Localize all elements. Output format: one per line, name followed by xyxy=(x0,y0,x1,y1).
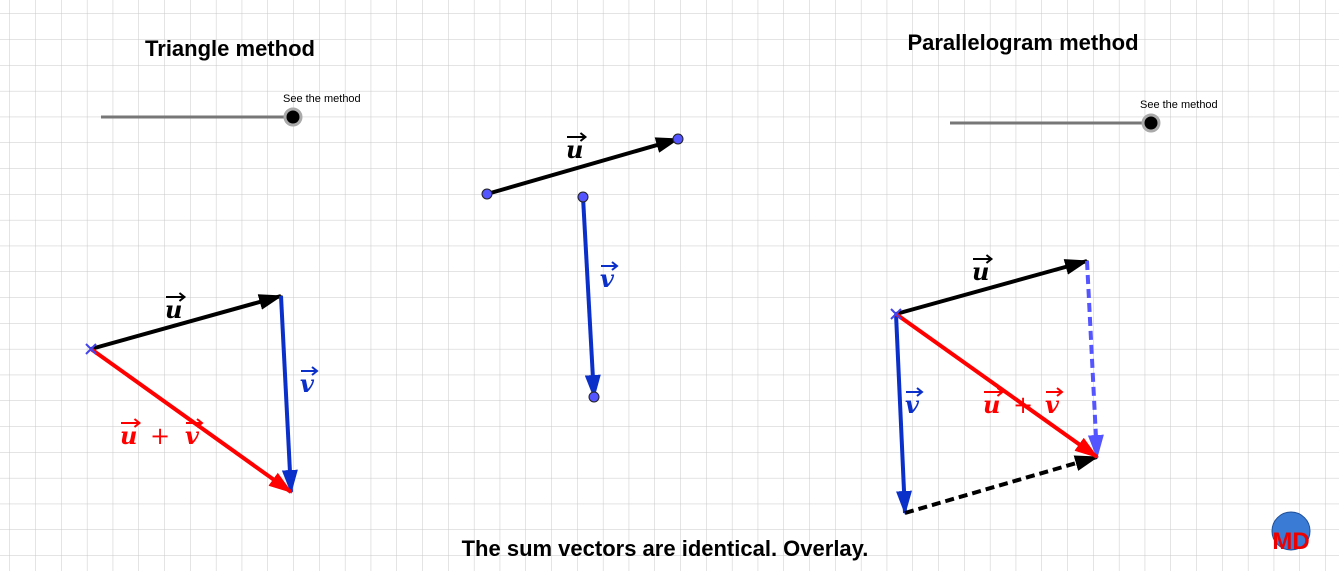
point[interactable] xyxy=(672,133,684,145)
title: Triangle method xyxy=(145,36,315,61)
logo-globe xyxy=(1271,511,1311,551)
vector-arrow-accent xyxy=(906,387,924,397)
vector-v xyxy=(279,295,298,494)
vector-label: v xyxy=(905,390,920,419)
caption: The sum vectors are identical. Overlay. xyxy=(462,536,869,561)
logo-text: MD xyxy=(1272,528,1309,555)
vector-label: u xyxy=(983,390,1000,419)
vector-arrow-accent xyxy=(166,292,187,302)
vector-u xyxy=(90,294,283,351)
vector-u xyxy=(486,137,680,196)
vector-v xyxy=(894,313,912,515)
vector-arrow-accent xyxy=(567,132,588,142)
slider-label: See the method xyxy=(1140,99,1218,111)
translated-u xyxy=(904,455,1099,515)
slider-label: See the method xyxy=(283,93,361,105)
title: Parallelogram method xyxy=(907,30,1138,55)
vector-arrow-accent xyxy=(1046,387,1064,397)
point[interactable] xyxy=(588,391,600,403)
vector-arrow-accent xyxy=(186,418,204,428)
vector-arrow-accent xyxy=(984,387,1005,397)
origin-point[interactable] xyxy=(85,343,97,355)
vector-arrow-accent xyxy=(973,254,994,264)
translated-v xyxy=(1085,260,1104,459)
vector-v xyxy=(581,196,601,399)
vector-label: v xyxy=(185,421,200,450)
vector-arrow-accent xyxy=(301,366,319,376)
vector-arrow-accent xyxy=(601,261,619,271)
vector-label: v xyxy=(1045,390,1060,419)
vector-label: u xyxy=(120,421,137,450)
vector-label: u xyxy=(566,135,583,164)
vector-sum xyxy=(89,347,293,494)
vector-u xyxy=(895,259,1089,316)
vector-arrow-accent xyxy=(121,418,142,428)
point[interactable] xyxy=(481,188,493,200)
operator: + xyxy=(1013,391,1033,419)
origin-point[interactable] xyxy=(890,308,902,320)
vector-sum xyxy=(894,312,1099,459)
point[interactable] xyxy=(577,191,589,203)
slider-knob[interactable] xyxy=(283,107,303,127)
slider-knob[interactable] xyxy=(1141,113,1161,133)
operator: + xyxy=(150,422,170,450)
vector-label: u xyxy=(165,295,182,324)
vector-label: v xyxy=(300,369,315,398)
vector-label: u xyxy=(972,257,989,286)
vector-label: v xyxy=(600,264,615,293)
